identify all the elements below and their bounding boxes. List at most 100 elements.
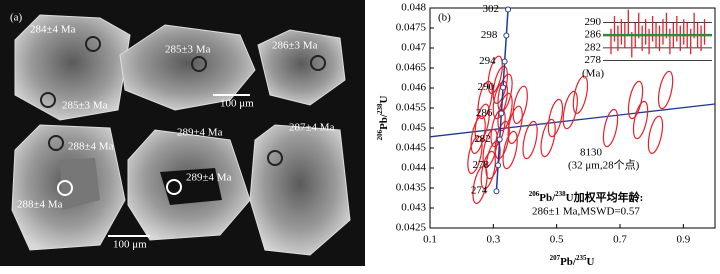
error-ellipse bbox=[467, 135, 483, 175]
error-ellipse bbox=[657, 70, 674, 110]
error-ellipse bbox=[470, 115, 486, 155]
age-label: 289±4 Ma bbox=[186, 172, 232, 184]
error-ellipse bbox=[492, 80, 508, 120]
x-tick-label: 0.1 bbox=[423, 234, 437, 246]
y-axis-label-part: 206 bbox=[376, 129, 384, 140]
age-label: 287±4 Ma bbox=[289, 122, 335, 134]
spots bbox=[40, 36, 326, 196]
spot bbox=[85, 36, 101, 52]
y-axis-label-part: 238 bbox=[376, 103, 384, 114]
error-ellipse bbox=[512, 85, 528, 125]
result-label-part: 238 bbox=[555, 190, 566, 198]
concordia-age-point bbox=[495, 162, 502, 169]
y-tick-label: 0.045 bbox=[401, 122, 426, 134]
zircon-core bbox=[60, 158, 100, 210]
y-tick-label: 0.0445 bbox=[396, 142, 427, 154]
x-tick-label: 0.9 bbox=[676, 234, 690, 246]
y-tick-label: 0.046 bbox=[401, 82, 426, 94]
error-ellipse bbox=[477, 80, 493, 120]
discordia bbox=[429, 103, 716, 138]
x-tick-label: 0.7 bbox=[613, 234, 627, 246]
scale-label: 100 μm bbox=[113, 239, 147, 251]
error-ellipse bbox=[522, 120, 538, 160]
y-tick-label: 0.0475 bbox=[396, 22, 427, 34]
spot bbox=[166, 179, 182, 195]
age-label: 288±4 Ma bbox=[68, 141, 114, 153]
concordia-age-point bbox=[493, 188, 500, 195]
concordia-age-point bbox=[503, 32, 510, 39]
error-ellipse bbox=[480, 150, 496, 190]
error-ellipse bbox=[602, 108, 619, 148]
age-label: 284±4 Ma bbox=[30, 24, 76, 36]
concordia-age-label: 294 bbox=[479, 55, 496, 67]
concordia-age-label: 302 bbox=[483, 3, 500, 15]
inset-background bbox=[603, 15, 712, 68]
concordia-age-point bbox=[496, 136, 503, 143]
result-label-part: 206 bbox=[529, 190, 540, 198]
sample-label: 8130 bbox=[580, 147, 603, 159]
result: 286±1 Ma,MSWD=0.57 bbox=[532, 206, 640, 218]
concordia-age-label: 274 bbox=[471, 185, 488, 197]
y-tick-label: 0.0425 bbox=[396, 222, 427, 234]
x-axis-label: 207Pb/235U bbox=[550, 254, 595, 268]
age-label: 289±4 Ma bbox=[177, 127, 223, 139]
scale-label: 100 μm bbox=[220, 98, 254, 110]
panel-label: (a) bbox=[10, 12, 23, 24]
concordia-age-point bbox=[501, 58, 508, 65]
error-ellipse bbox=[572, 75, 589, 115]
concordia-age-label: 286 bbox=[476, 107, 493, 119]
error-ellipse bbox=[547, 98, 564, 138]
concordia-age-point bbox=[505, 6, 512, 13]
age-label: 286±3 Ma bbox=[272, 40, 318, 52]
y-tick-label: 0.044 bbox=[401, 162, 426, 174]
result-label: 206Pb/238U加权平均年龄: bbox=[529, 190, 644, 204]
inset-tick-label: 282 bbox=[585, 41, 602, 53]
concordia-curve bbox=[495, 9, 509, 192]
panel-label: (b) bbox=[438, 12, 451, 24]
concordia-age-label: 298 bbox=[481, 29, 498, 41]
error-ellipse bbox=[487, 55, 503, 95]
concordia-age-point bbox=[498, 110, 505, 117]
error-ellipse bbox=[502, 130, 518, 170]
error-ellipse bbox=[647, 115, 664, 155]
y-tick-label: 0.0455 bbox=[396, 102, 427, 114]
age-label: 285±3 Ma bbox=[165, 44, 211, 56]
age-label: 288±4 Ma bbox=[17, 199, 63, 211]
y-tick-label: 0.043 bbox=[401, 202, 426, 214]
x-axis-label-part: U bbox=[586, 256, 594, 268]
x-tick-label: 0.5 bbox=[550, 234, 564, 246]
spot bbox=[267, 150, 283, 166]
spot bbox=[191, 56, 207, 72]
zircon-core bbox=[160, 168, 222, 205]
sample-note: (32 μm,28个点) bbox=[568, 159, 640, 172]
result-label-part: Pb/ bbox=[539, 192, 556, 204]
concordia-age-label: 290 bbox=[478, 81, 495, 93]
inset-tick-label: 278 bbox=[585, 54, 602, 66]
y-axis-label-part: U bbox=[378, 96, 390, 104]
spot bbox=[40, 92, 56, 108]
inset-tick-label: 286 bbox=[585, 29, 602, 41]
age-label: 285±3 Ma bbox=[62, 100, 108, 112]
error-ellipse bbox=[632, 100, 649, 140]
y-tick-label: 0.048 bbox=[401, 2, 426, 14]
plot-frame bbox=[429, 7, 716, 229]
concordia-age-point bbox=[500, 84, 507, 91]
panel-a: (a) 284±4 Ma 285±3 Ma 285±3 Ma 286±3 Ma … bbox=[0, 0, 365, 266]
error-ellipse bbox=[627, 80, 644, 120]
zircon-grain bbox=[119, 24, 256, 111]
zircon-grain bbox=[257, 29, 346, 106]
spot bbox=[48, 135, 64, 151]
result-label-part: U加权平均年龄: bbox=[566, 190, 644, 204]
zircon-grain bbox=[249, 124, 351, 256]
error-ellipse bbox=[507, 105, 523, 145]
y-tick-label: 0.0435 bbox=[396, 182, 427, 194]
error-ellipse bbox=[472, 165, 488, 205]
concordia-age-label: 278 bbox=[473, 159, 490, 171]
spot bbox=[310, 55, 326, 71]
x-axis-label-part: Pb/ bbox=[560, 256, 577, 268]
x-axis-label-part: 207 bbox=[550, 254, 561, 262]
x-axis-label-part: 235 bbox=[576, 254, 587, 262]
spot bbox=[57, 180, 73, 196]
error-ellipse bbox=[562, 90, 578, 130]
